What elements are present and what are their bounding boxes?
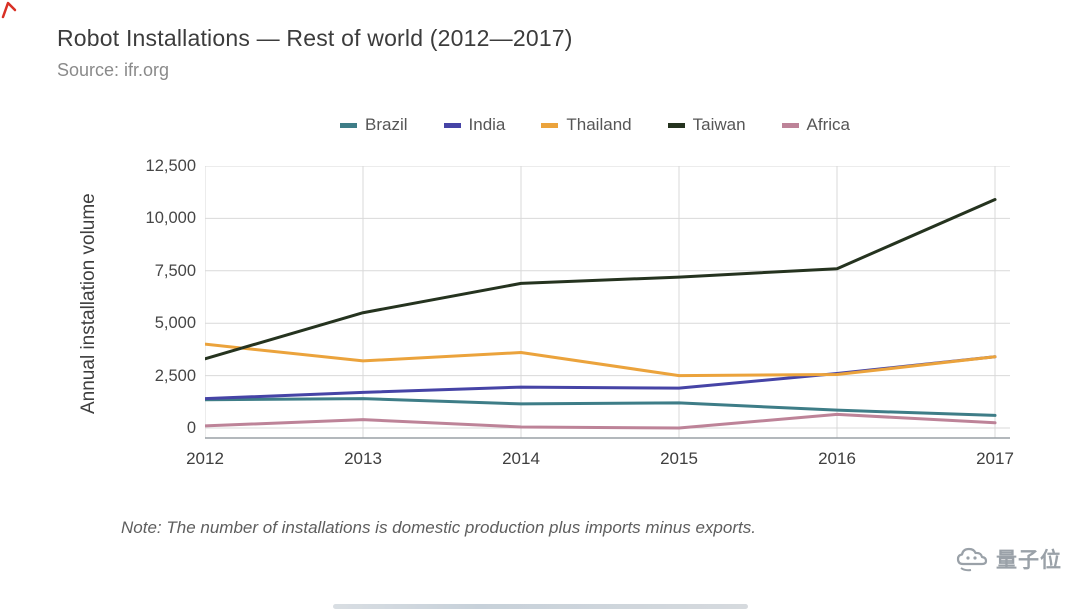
series-line-thailand [205,342,997,378]
series-line-africa [205,412,997,430]
legend-label: Thailand [566,115,632,134]
legend-marker-icon [340,122,357,128]
legend-label: Brazil [365,115,408,134]
y-tick-label: 0 [186,419,196,437]
footnote: Note: The number of installations is dom… [121,518,756,537]
y-tick-label: 5,000 [154,314,196,333]
legend-item-taiwan: Taiwan [667,115,746,135]
x-tick-label: 2012 [186,449,224,468]
corner-red-mark [1,1,17,19]
legend-marker-icon [667,122,685,128]
chart-source: Source: ifr.org [57,60,170,80]
x-tick-label: 2015 [660,449,698,468]
qbitai-logo-icon [956,547,988,572]
legend-marker-icon [443,122,461,128]
series-line-brazil [205,397,997,417]
y-axis-title: Annual installation volume [78,193,99,415]
legend-item-thailand: Thailand [541,115,632,135]
x-tick-label: 2017 [976,449,1014,468]
y-tick-label: 2,500 [154,366,196,385]
y-tick-label: 10,000 [145,209,196,228]
legend-label: India [468,115,506,134]
legend: Brazil India Thailand Taiwan Africa [215,115,975,135]
legend-marker-icon [781,122,799,128]
watermark-text: 量子位 [996,549,1062,572]
legend-label: Taiwan [692,115,746,134]
legend-marker-icon [541,122,559,128]
x-tick-label: 2014 [502,449,540,468]
x-tick-label: 2013 [344,449,382,468]
y-tick-label: 7,500 [154,261,196,280]
legend-item-africa: Africa [781,115,850,135]
legend-item-brazil: Brazil [340,115,408,135]
cropped-bottom-strip [333,604,748,609]
legend-label: Africa [806,115,850,134]
y-tick-label: 12,500 [145,157,196,175]
x-tick-label: 2016 [818,449,856,468]
plot-area [205,166,1010,439]
series-line-taiwan [205,198,997,361]
chart-title: Robot Installations — Rest of world (201… [57,25,573,51]
legend-item-india: India [443,115,506,135]
watermark: 量子位 [955,544,1062,574]
